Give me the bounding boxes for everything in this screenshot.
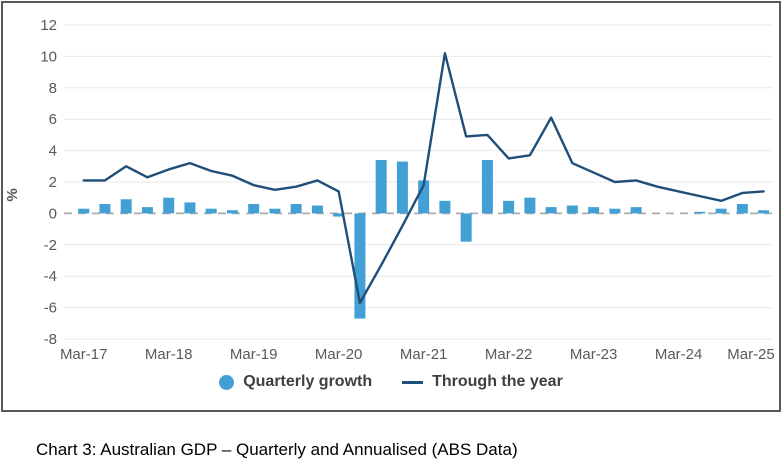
chart-frame: 12 10 8 6 4 2 0 -2 -4 -6 -8 Mar-17 Mar-18 Mar-19 Mar-2… [1, 1, 781, 412]
svg-text:12: 12 [40, 17, 57, 34]
svg-text:-6: -6 [44, 300, 57, 317]
svg-text:Mar-17: Mar-17 [60, 346, 108, 363]
svg-text:0: 0 [49, 205, 57, 222]
svg-text:4: 4 [49, 143, 57, 160]
svg-text:Mar-18: Mar-18 [145, 346, 193, 363]
svg-text:%: % [4, 188, 21, 201]
svg-text:6: 6 [49, 111, 57, 128]
svg-text:2: 2 [49, 174, 57, 191]
svg-text:Mar-21: Mar-21 [400, 346, 448, 363]
legend-item-through-the-year: Through the year [402, 373, 563, 391]
legend-line-marker-icon [402, 380, 424, 384]
chart-legend: Quarterly growth Through the year [3, 373, 779, 391]
legend-label-quarterly-growth: Quarterly growth [243, 373, 373, 390]
svg-text:Mar-23: Mar-23 [570, 346, 618, 363]
svg-text:-4: -4 [44, 268, 57, 285]
svg-text:-2: -2 [44, 237, 57, 254]
svg-text:Mar-22: Mar-22 [485, 346, 533, 363]
legend-circle-marker-icon [219, 374, 235, 390]
svg-text:Mar-19: Mar-19 [230, 346, 278, 363]
chart-caption: Chart 3: Australian GDP – Quarterly and … [36, 440, 518, 459]
svg-text:-8: -8 [44, 331, 57, 348]
svg-text:Mar-20: Mar-20 [315, 346, 363, 363]
legend-item-quarterly-growth: Quarterly growth [219, 373, 372, 391]
svg-text:10: 10 [40, 48, 57, 65]
legend-label-through-the-year: Through the year [432, 373, 563, 390]
svg-text:8: 8 [49, 80, 57, 97]
svg-text:Mar-25: Mar-25 [727, 346, 775, 363]
svg-text:Mar-24: Mar-24 [655, 346, 703, 363]
